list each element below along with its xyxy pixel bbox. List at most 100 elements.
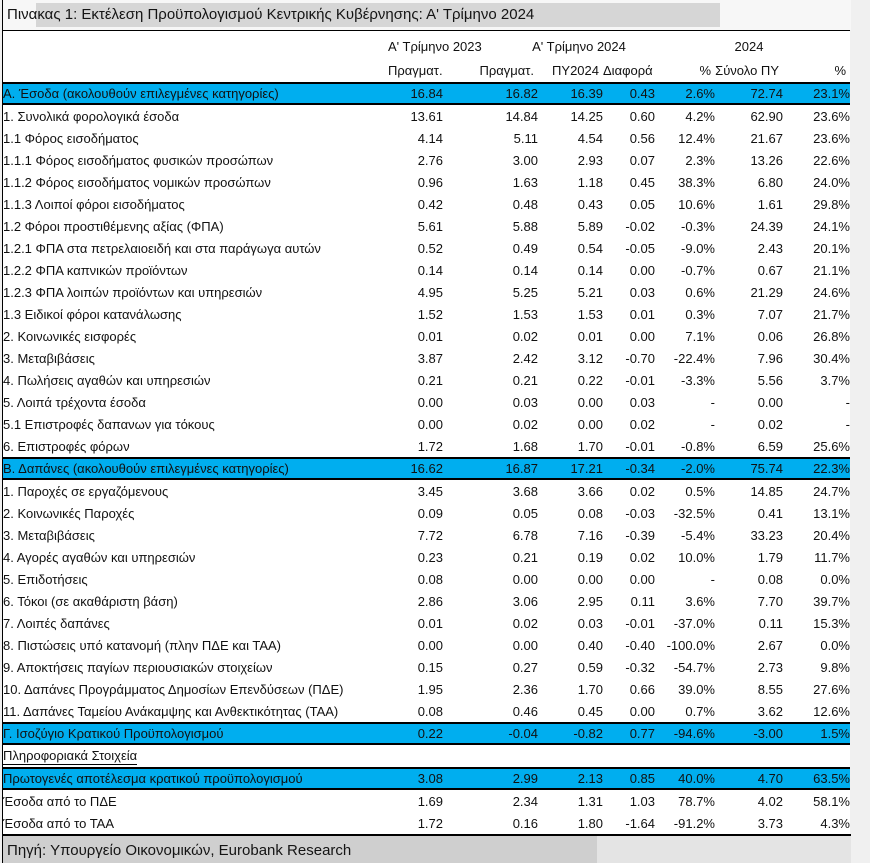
cell-value: 0.01: [629, 306, 655, 322]
cell-value: -: [710, 394, 715, 410]
row-label: 1.1.1 Φόρος εισοδήματος φυσικών προσώπων: [3, 152, 274, 168]
cell-value: 24.39: [750, 218, 783, 234]
cell-value: 1.80: [577, 815, 603, 831]
cell-value: -3.3%: [681, 372, 715, 388]
cell-value: 2.42: [512, 350, 538, 366]
row-label: 1.2.1 ΦΠΑ στα πετρελαιοειδή και στα παρά…: [3, 240, 321, 256]
cell-value: 0.22: [388, 722, 443, 745]
cell-value: 7.72: [417, 527, 443, 543]
cell-value: 3.66: [577, 483, 603, 499]
cell-value: 7.07: [757, 306, 783, 322]
table-row: 6. Τόκοι (σε ακαθάριστη βάση) 2.86 3.06 2.9…: [3, 590, 850, 612]
cell-value: 58.1%: [813, 793, 850, 809]
row-label: 5. Λοιπά τρέχοντα έσοδα: [3, 394, 146, 410]
table-row: 1.2.1 ΦΠΑ στα πετρελαιοειδή και στα παρά…: [3, 237, 850, 259]
cell-value: 10.6%: [678, 196, 715, 212]
cell-value: -: [710, 571, 715, 587]
cell-value: 3.06: [512, 593, 538, 609]
cell-value: 0.00: [577, 571, 603, 587]
header-total-budget: Σύνολο ΠΥ: [715, 58, 783, 84]
row-label: Α. Έσοδα (ακολουθούν επιλεγμένες κατηγορ…: [3, 82, 388, 105]
header-total-percent: %: [783, 58, 850, 84]
cell-value: 0.00: [629, 703, 655, 719]
cell-value: 2.13: [538, 767, 603, 790]
table-row: 1.2 Φόροι προστιθέμενης αξίας (ΦΠΑ) 5.61 5…: [3, 215, 850, 237]
cell-value: -100.0%: [666, 637, 715, 653]
table-row: 11. Δαπάνες Ταμείου Ανάκαμψης και Ανθεκτ…: [3, 700, 850, 723]
report-sheet: Πινακας 1: Εκτέλεση Προϋπολογισμού Κεντρ…: [2, 0, 851, 863]
row-label: 1.1.2 Φόρος εισοδήματος νομικών προσώπων: [3, 174, 271, 190]
table-row: 1.1 Φόρος εισοδήματος 4.14 5.11 4.54 0.56 12.…: [3, 127, 850, 149]
cell-value: -0.05: [625, 240, 655, 256]
row-label: 11. Δαπάνες Ταμείου Ανάκαμψης και Ανθεκτ…: [3, 703, 339, 719]
cell-value: 5.56: [757, 372, 783, 388]
row-label: Έσοδα από το ΤΑΑ: [3, 815, 115, 831]
cell-value: 1.69: [417, 793, 443, 809]
cell-value: 0.41: [757, 505, 783, 521]
cell-value: 21.67: [750, 130, 783, 146]
cell-value: 12.4%: [678, 130, 715, 146]
cell-value: 2.3%: [685, 152, 715, 168]
cell-value: -: [845, 394, 850, 410]
cell-value: 1.95: [417, 681, 443, 697]
cell-value: 0.02: [757, 416, 783, 432]
cell-value: -91.2%: [673, 815, 715, 831]
header-difference: Διαφορά: [603, 58, 655, 84]
cell-value: 0.00: [512, 571, 538, 587]
row-label: 1.2.2 ΦΠΑ καπνικών προϊόντων: [3, 262, 188, 278]
row-label: 6. Επιστροφές φόρων: [3, 438, 130, 454]
cell-value: 0.00: [417, 637, 443, 653]
col-group-spacer: [783, 31, 850, 59]
cell-value: 5.89: [577, 218, 603, 234]
cell-value: 0.00: [757, 394, 783, 410]
cell-value: 0.00: [417, 416, 443, 432]
source-bar: Πηγή: Υπουργείο Οικονομικών, Eurobank Re…: [3, 834, 851, 863]
cell-value: 0.27: [512, 659, 538, 675]
cell-value: 7.96: [757, 350, 783, 366]
cell-value: 21.7%: [813, 306, 850, 322]
cell-value: 4.02: [757, 793, 783, 809]
cell-value: 1.70: [577, 438, 603, 454]
cell-value: 62.90: [750, 108, 783, 124]
row-label: 3. Μεταβιβάσεις: [3, 527, 95, 543]
cell-value: 29.8%: [813, 196, 850, 212]
cell-value: -0.40: [625, 637, 655, 653]
cell-value: 1.63: [512, 174, 538, 190]
table-row: 1.1.2 Φόρος εισοδήματος νομικών προσώπων…: [3, 171, 850, 193]
cell-value: -0.32: [625, 659, 655, 675]
cell-value: 0.96: [417, 174, 443, 190]
cell-value: 4.14: [417, 130, 443, 146]
row-label: 1.3 Ειδικοί φόροι κατανάλωσης: [3, 306, 182, 322]
cell-value: 4.54: [577, 130, 603, 146]
row-label: 2. Κοινωνικές εισφορές: [3, 328, 137, 344]
cell-value: 72.74: [715, 82, 783, 105]
cell-value: 0.09: [417, 505, 443, 521]
cell-value: 0.56: [629, 130, 655, 146]
cell-value: 23.6%: [813, 130, 850, 146]
table-row: 1.1.3 Λοιποί φόροι εισοδήματος 0.42 0.48 0.…: [3, 193, 850, 215]
cell-value: 5.61: [417, 218, 443, 234]
cell-value: 0.43: [577, 196, 603, 212]
cell-value: 0.03: [577, 615, 603, 631]
col-group-2024: 2024: [734, 39, 764, 54]
cell-value: 0.14: [512, 262, 538, 278]
cell-value: 0.01: [577, 328, 603, 344]
cell-value: 5.88: [512, 218, 538, 234]
table-row: Β. Δαπάνες (ακολουθούν επιλεγμένες κατηγ…: [3, 457, 850, 480]
cell-value: 0.00: [629, 262, 655, 278]
cell-value: -32.5%: [673, 505, 715, 521]
table-row: 3. Μεταβιβάσεις 7.72 6.78 7.16 -0.39 -5.4% 33.…: [3, 524, 850, 546]
cell-value: 24.7%: [813, 483, 850, 499]
cell-value: 0.06: [757, 328, 783, 344]
cell-value: 0.05: [629, 196, 655, 212]
row-label: 9. Αποκτήσεις παγίων περιουσιακών στοιχε…: [3, 659, 273, 675]
row-label: 4. Πωλήσεις αγαθών και υπηρεσιών: [3, 372, 211, 388]
cell-value: 7.16: [577, 527, 603, 543]
header-actual-2023: Πραγματ.: [388, 58, 443, 84]
cell-value: 0.3%: [685, 306, 715, 322]
cell-value: -0.01: [625, 438, 655, 454]
row-label: 1.1 Φόρος εισοδήματος: [3, 130, 139, 146]
cell-value: 0.48: [512, 196, 538, 212]
row-label: 3. Μεταβιβάσεις: [3, 350, 95, 366]
table-row: 2. Κοινωνικές Παροχές 0.09 0.05 0.08 -0.03 -3…: [3, 502, 850, 524]
